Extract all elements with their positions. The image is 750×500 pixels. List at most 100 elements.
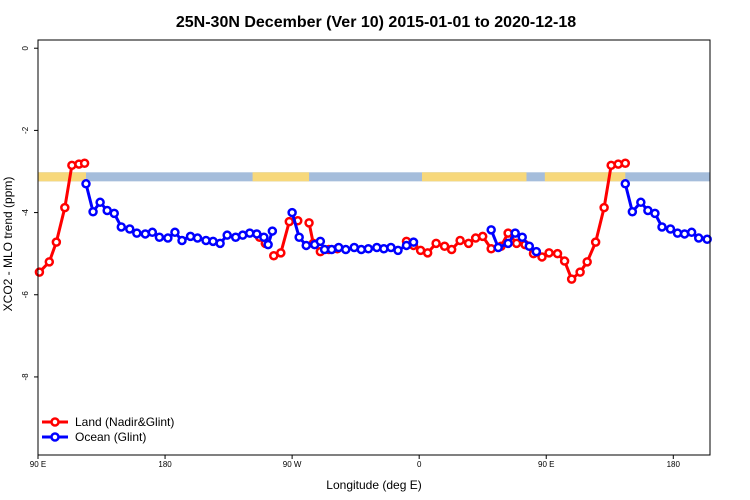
- data-point: [287, 207, 297, 218]
- data-point: [590, 237, 601, 247]
- data-point: [341, 244, 351, 255]
- data-point: [531, 246, 542, 257]
- data-point: [81, 179, 91, 189]
- land-band: [38, 172, 626, 182]
- data-point: [34, 267, 45, 277]
- data-point: [552, 248, 563, 259]
- data-point: [192, 233, 203, 243]
- data-point: [363, 243, 374, 254]
- x-tick-label: 0: [417, 460, 422, 469]
- y-tick-label: -4: [21, 208, 30, 216]
- series-land: [34, 158, 631, 284]
- legend-land-label: Land (Nadir&Glint): [75, 415, 174, 429]
- x-axis: 90 E 180 90 W 0 90 E 180: [30, 455, 681, 469]
- data-point: [294, 232, 304, 242]
- data-point: [284, 216, 295, 227]
- data-point: [486, 243, 496, 254]
- chart-title: 25N-30N December (Ver 10) 2015-01-01 to …: [176, 14, 576, 31]
- data-point: [109, 208, 119, 219]
- data-point: [517, 232, 527, 242]
- data-point: [44, 257, 55, 267]
- data-point: [154, 232, 165, 242]
- land-band-segment: [252, 172, 310, 182]
- data-point: [544, 248, 554, 258]
- x-tick-label: 180: [158, 460, 172, 469]
- data-point: [463, 238, 474, 249]
- data-point: [665, 224, 676, 234]
- data-point: [393, 245, 403, 256]
- legend: Land (Nadir&Glint) Ocean (Glint): [42, 415, 174, 444]
- data-point: [446, 244, 457, 255]
- x-tick-label: 90 W: [283, 460, 302, 469]
- data-point: [408, 237, 419, 247]
- data-point: [620, 179, 631, 189]
- data-point: [693, 233, 704, 243]
- y-tick-label: -6: [21, 291, 30, 299]
- y-axis-title: XCO2 - MLO trend (ppm): [1, 177, 15, 312]
- legend-ocean-marker: [50, 432, 60, 442]
- data-point: [477, 231, 488, 242]
- data-point: [686, 227, 697, 238]
- data-point: [252, 229, 262, 239]
- y-tick-label: 0: [21, 45, 30, 50]
- data-point: [95, 197, 105, 208]
- data-point: [486, 225, 496, 235]
- data-point: [431, 238, 441, 249]
- data-point: [401, 240, 412, 251]
- x-tick-label: 90 E: [538, 460, 554, 469]
- data-point: [263, 239, 273, 250]
- data-point: [503, 238, 513, 249]
- data-point: [88, 207, 98, 217]
- data-point: [537, 252, 547, 262]
- data-point: [177, 235, 187, 246]
- data-point: [170, 227, 180, 238]
- data-point: [301, 240, 311, 251]
- data-point: [60, 202, 70, 213]
- plot-frame: [37, 39, 711, 456]
- land-band-segment: [544, 172, 626, 182]
- data-point: [566, 274, 577, 284]
- data-point: [620, 158, 631, 169]
- data-point: [422, 248, 433, 258]
- data-point: [51, 237, 62, 247]
- data-point: [657, 222, 667, 232]
- plot-lines: [34, 158, 712, 284]
- data-point: [304, 218, 314, 228]
- data-point: [215, 238, 225, 249]
- land-band-segment: [38, 172, 86, 182]
- data-point: [650, 208, 660, 219]
- data-point: [67, 160, 77, 171]
- data-point: [606, 160, 616, 171]
- x-axis-title: Longitude (deg E): [326, 478, 421, 492]
- data-point: [627, 207, 638, 217]
- data-point: [575, 267, 585, 277]
- data-point: [163, 233, 173, 243]
- data-point: [493, 242, 503, 253]
- data-point: [599, 202, 609, 213]
- data-point: [372, 242, 382, 253]
- x-tick-label: 180: [667, 460, 681, 469]
- data-point: [510, 228, 520, 238]
- data-point: [315, 236, 326, 247]
- y-axis: 0 -2 -4 -6 -8: [21, 45, 38, 380]
- data-point: [559, 256, 570, 266]
- data-point: [455, 235, 465, 246]
- y-tick-label: -2: [21, 126, 30, 134]
- location-band: [38, 172, 710, 182]
- series-ocean: [81, 179, 712, 257]
- data-point: [276, 248, 286, 258]
- data-point: [147, 227, 158, 238]
- data-point: [125, 224, 135, 234]
- data-point: [379, 243, 389, 254]
- data-point: [636, 197, 646, 208]
- data-point: [439, 241, 450, 252]
- legend-ocean-label: Ocean (Glint): [75, 430, 146, 444]
- data-point: [582, 257, 592, 267]
- data-point: [267, 226, 278, 236]
- data-point: [132, 228, 142, 238]
- data-point: [259, 232, 269, 242]
- land-band-segment: [422, 172, 527, 182]
- data-point: [702, 234, 712, 245]
- x-tick-label: 90 E: [30, 460, 46, 469]
